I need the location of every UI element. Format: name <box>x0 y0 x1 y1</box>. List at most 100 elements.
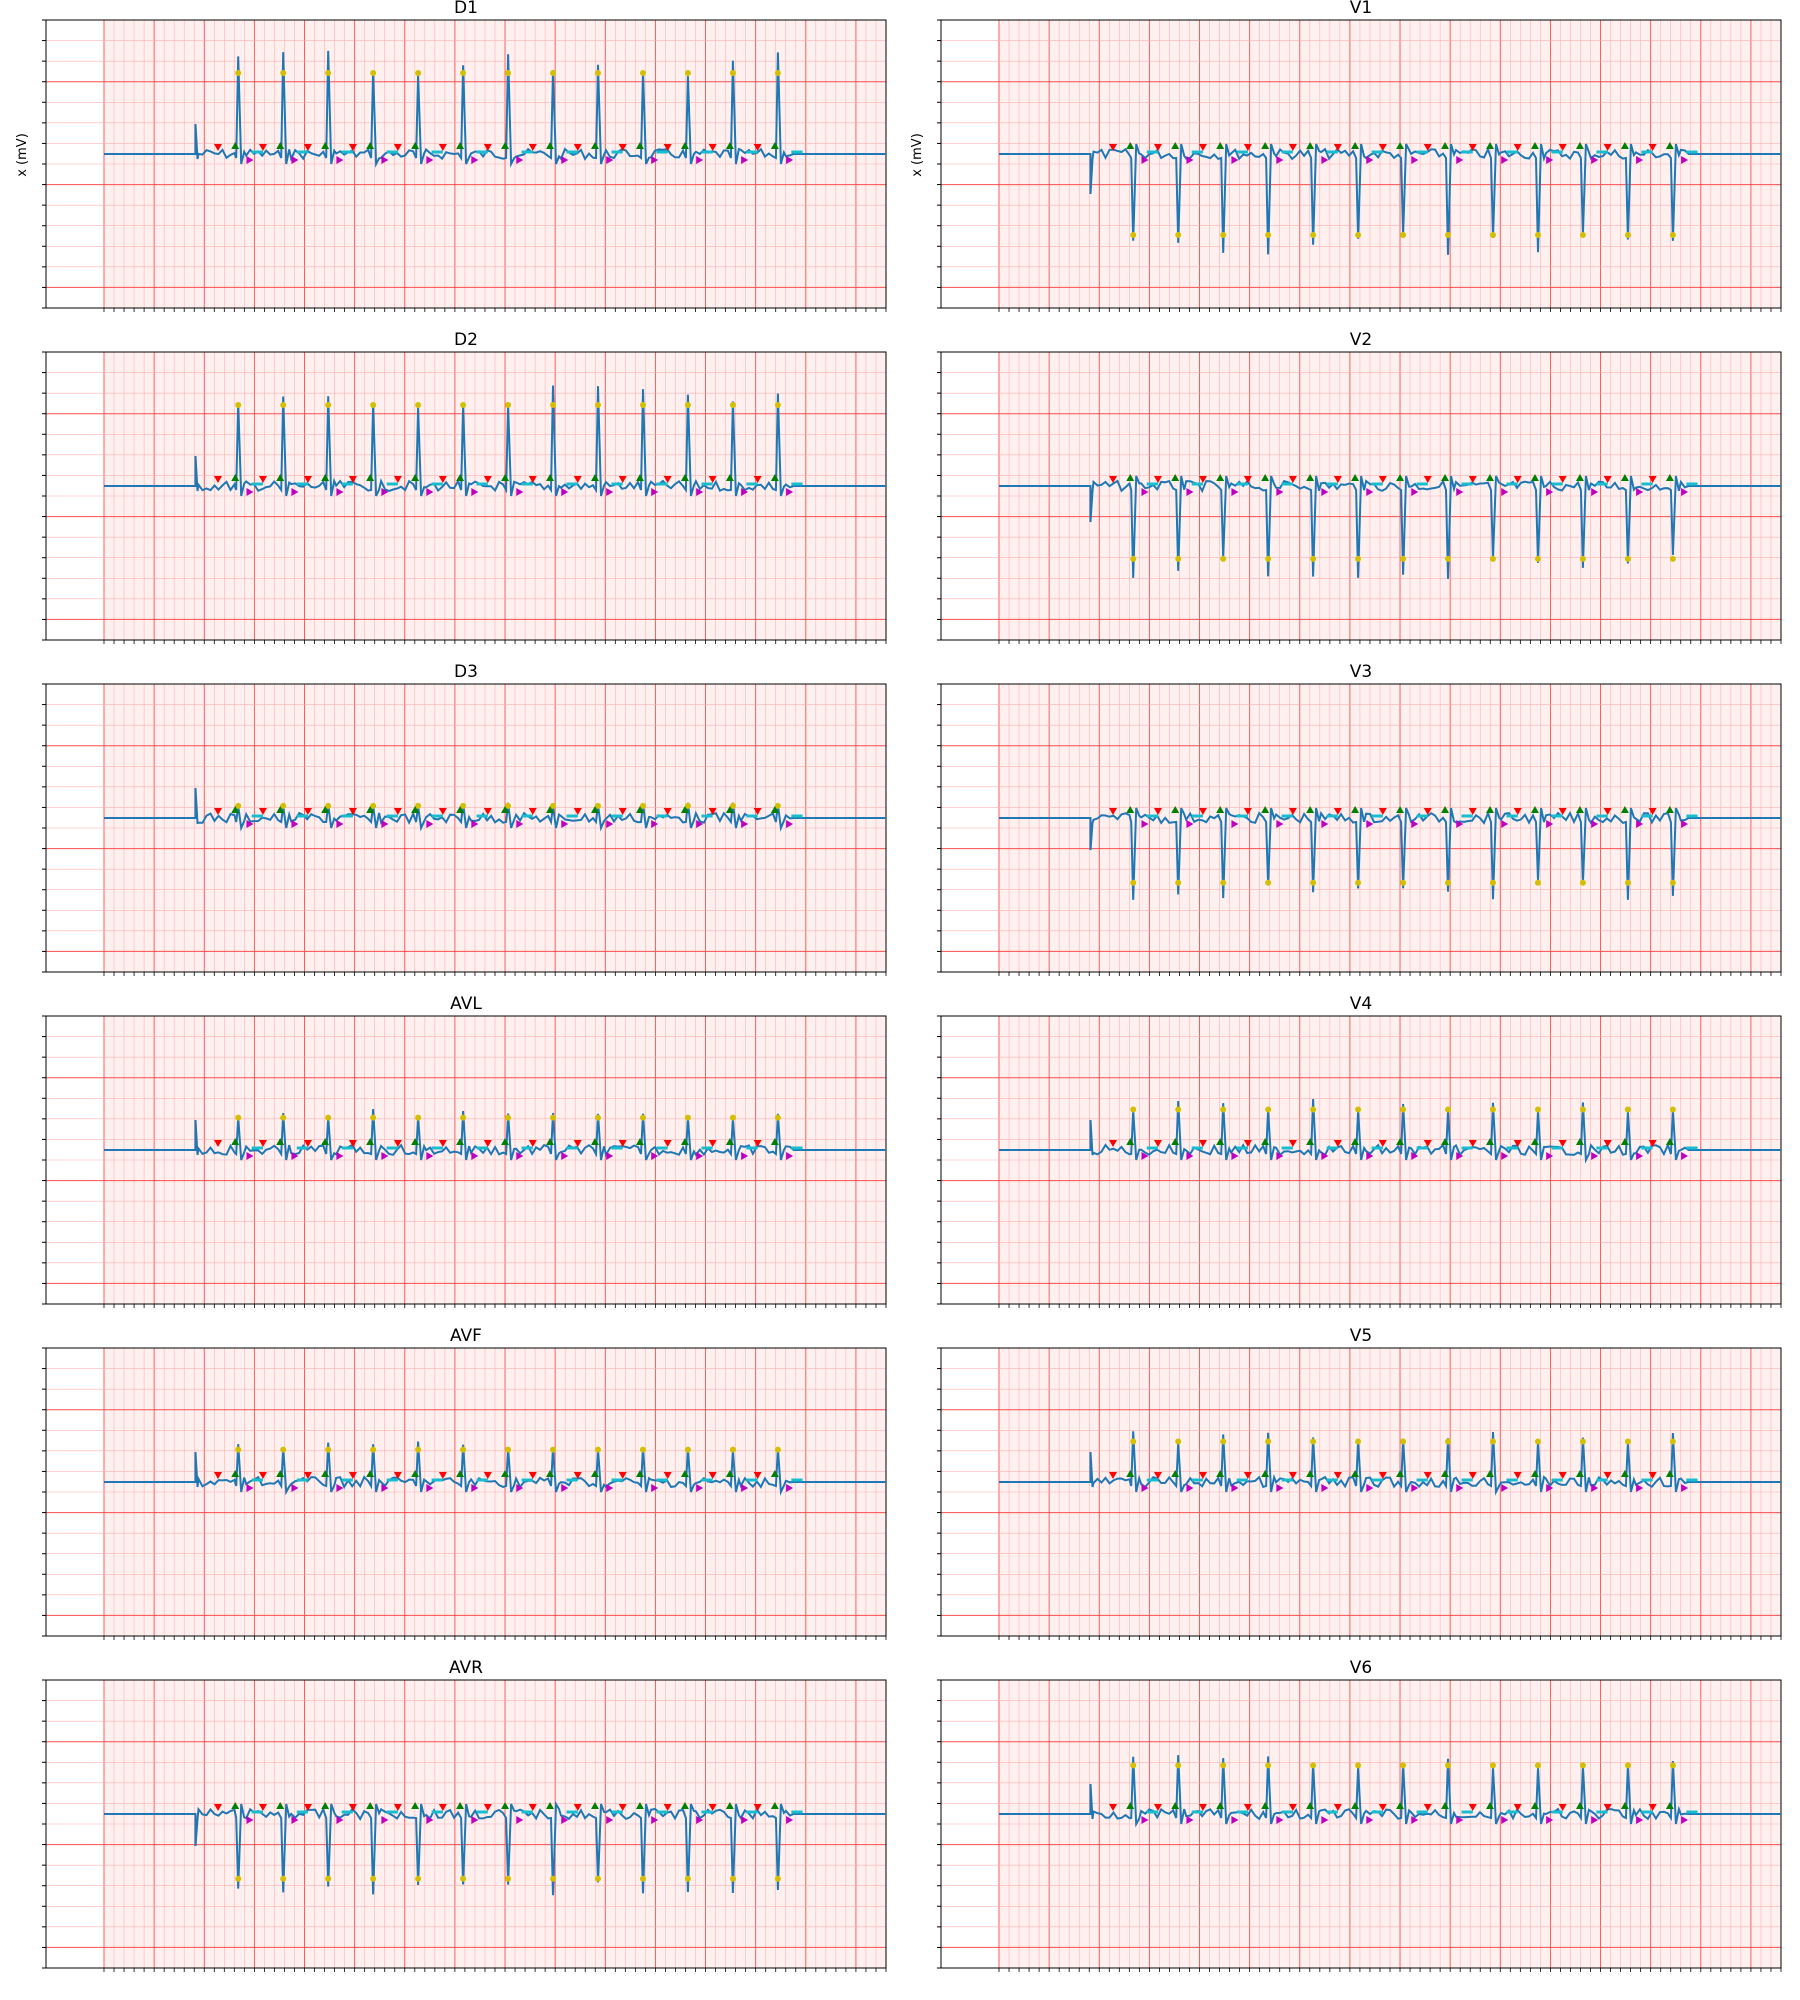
panel-title: V1 <box>1350 0 1372 18</box>
onset-marker <box>1109 476 1118 483</box>
r-peak-marker <box>1489 1762 1496 1769</box>
onset-marker <box>1603 1472 1612 1479</box>
ecg-panel-v4: V4 <box>937 994 1782 1308</box>
onset-marker <box>1153 1472 1162 1479</box>
onset-marker <box>708 808 717 815</box>
onset-marker <box>1109 1472 1118 1479</box>
t-wave-marker <box>1681 156 1689 164</box>
onset-marker <box>1648 1472 1657 1479</box>
onset-marker <box>258 1140 267 1147</box>
onset-marker <box>438 476 447 483</box>
onset-marker <box>663 1472 672 1479</box>
onset-marker <box>348 1140 357 1147</box>
r-peak-marker <box>594 70 601 76</box>
t-wave-marker <box>1681 820 1689 828</box>
r-peak-marker <box>460 1875 467 1882</box>
onset-marker <box>1153 808 1162 815</box>
r-peak-marker <box>280 1875 287 1882</box>
offset-marker <box>770 474 779 481</box>
t-wave-marker <box>381 1152 389 1160</box>
t-wave-marker <box>1411 1152 1419 1160</box>
onset-marker <box>1243 1140 1252 1147</box>
r-peak-marker <box>460 70 467 76</box>
offset-marker <box>1351 806 1360 813</box>
t-wave-marker <box>381 1484 389 1492</box>
offset-marker <box>770 1138 779 1145</box>
onset-marker <box>483 1804 492 1811</box>
onset-marker <box>618 476 627 483</box>
t-wave-marker <box>1411 1484 1419 1492</box>
onset-marker <box>1558 476 1567 483</box>
onset-marker <box>1648 1140 1657 1147</box>
r-peak-marker <box>1175 1106 1182 1113</box>
panel-title: AVL <box>450 994 482 1014</box>
onset-marker <box>303 144 312 151</box>
t-wave-marker <box>1231 488 1239 496</box>
t-wave-marker <box>1276 1152 1284 1160</box>
onset-marker <box>1423 808 1432 815</box>
r-peak-marker <box>325 1875 332 1882</box>
offset-marker <box>411 1470 420 1477</box>
offset-marker <box>276 1802 285 1809</box>
onset-marker <box>1243 1804 1252 1811</box>
t-wave-marker <box>1231 156 1239 164</box>
offset-marker <box>725 474 734 481</box>
t-wave-marker <box>1546 488 1554 496</box>
t-wave-marker <box>1366 488 1374 496</box>
onset-marker <box>1603 808 1612 815</box>
r-peak-marker <box>325 1114 332 1121</box>
offset-marker <box>590 474 599 481</box>
t-wave-marker <box>246 1816 254 1824</box>
offset-marker <box>1126 1470 1135 1477</box>
onset-marker <box>708 1472 717 1479</box>
onset-marker <box>573 1804 582 1811</box>
offset-marker <box>276 474 285 481</box>
offset-marker <box>276 1138 285 1145</box>
offset-marker <box>635 1802 644 1809</box>
t-wave-marker <box>1186 488 1194 496</box>
r-peak-marker <box>1175 1762 1182 1769</box>
r-peak-marker <box>550 402 557 408</box>
r-peak-marker <box>1579 1438 1586 1445</box>
r-peak-marker <box>415 1446 422 1453</box>
ecg-trace <box>999 143 1781 255</box>
onset-marker <box>1468 1804 1477 1811</box>
onset-marker <box>1603 1140 1612 1147</box>
r-peak-marker <box>1355 1438 1362 1445</box>
offset-marker <box>321 142 330 149</box>
t-wave-marker <box>1366 1152 1374 1160</box>
t-wave-marker <box>741 1152 749 1160</box>
t-wave-marker <box>786 1484 794 1492</box>
onset-marker <box>1198 808 1207 815</box>
offset-marker <box>1530 1802 1539 1809</box>
onset-marker <box>348 808 357 815</box>
offset-marker <box>725 142 734 149</box>
offset-marker <box>411 806 420 813</box>
r-peak-marker <box>639 70 646 76</box>
offset-marker <box>1441 142 1450 149</box>
t-wave-marker <box>1276 1484 1284 1492</box>
t-wave-marker <box>1546 1152 1554 1160</box>
onset-marker <box>438 808 447 815</box>
r-peak-marker <box>1669 1438 1676 1445</box>
onset-marker <box>1243 1472 1252 1479</box>
onset-marker <box>303 1140 312 1147</box>
offset-marker <box>635 474 644 481</box>
offset-marker <box>1485 1470 1494 1477</box>
t-wave-marker <box>336 156 344 164</box>
onset-marker <box>1603 476 1612 483</box>
r-peak-marker <box>325 402 332 408</box>
r-peak-marker <box>370 1114 377 1121</box>
panel-title: V5 <box>1350 1326 1372 1346</box>
offset-marker <box>1396 1802 1405 1809</box>
t-wave-marker <box>426 1816 434 1824</box>
t-wave-marker <box>1456 156 1464 164</box>
onset-marker <box>1333 808 1342 815</box>
onset-marker <box>753 1140 762 1147</box>
onset-marker <box>1109 144 1118 151</box>
onset-marker <box>438 1472 447 1479</box>
onset-marker <box>303 476 312 483</box>
ecg-panel-avl: AVL <box>42 994 887 1308</box>
offset-marker <box>1261 1470 1270 1477</box>
t-wave-marker <box>1501 156 1509 164</box>
